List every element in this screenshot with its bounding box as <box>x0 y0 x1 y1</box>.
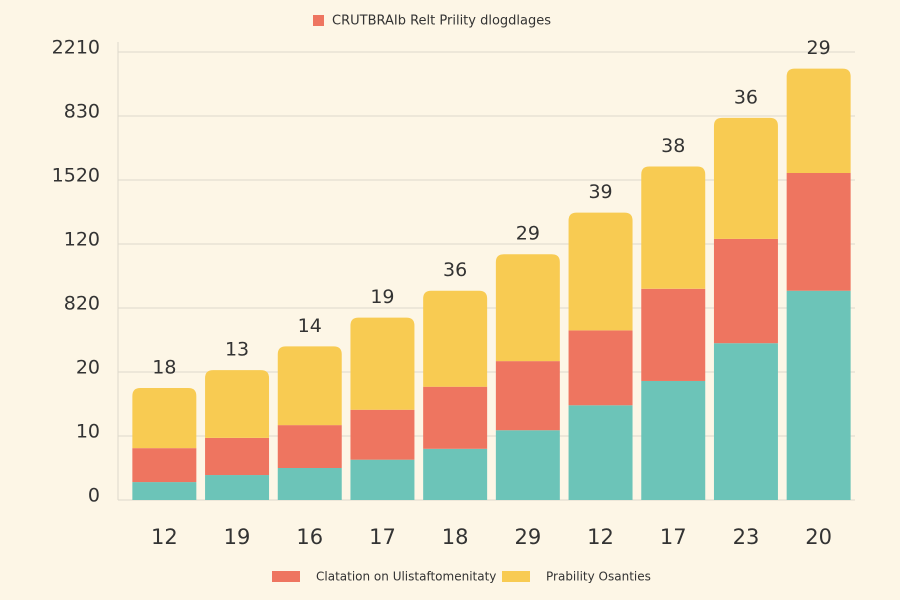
bar-segment <box>205 437 270 476</box>
bar-segment <box>277 468 342 500</box>
bar-segment <box>641 288 706 381</box>
bar-segment <box>495 430 560 500</box>
legend-swatch <box>272 571 300 582</box>
bar-segment <box>713 117 778 239</box>
bar-annotation: 36 <box>443 259 467 281</box>
bar-annotation: 38 <box>661 135 685 157</box>
bar-segment <box>277 346 342 426</box>
bar-segment <box>713 238 778 344</box>
y-tick-label: 820 <box>64 293 100 315</box>
bar-annotation: 18 <box>152 357 176 379</box>
x-tick-label: 23 <box>733 525 760 549</box>
x-tick-label: 12 <box>151 525 178 549</box>
bar-segment <box>713 343 778 500</box>
bar-segment <box>495 361 560 431</box>
x-tick-label: 29 <box>514 525 541 549</box>
bar-segment <box>205 475 270 500</box>
y-tick-label: 1520 <box>52 165 100 187</box>
bar-segment <box>423 290 488 387</box>
y-tick-label: 120 <box>64 229 100 251</box>
x-tick-label: 17 <box>660 525 687 549</box>
bar-segment <box>277 425 342 468</box>
bar-annotation: 29 <box>807 37 831 59</box>
bar-segment <box>423 448 488 500</box>
bar-annotation: 19 <box>370 286 394 308</box>
title-marker <box>313 15 324 26</box>
bar-segment <box>423 386 488 449</box>
x-tick-label: 20 <box>805 525 832 549</box>
y-tick-label: 0 <box>88 485 100 507</box>
bar-segment <box>786 290 851 500</box>
bar-segment <box>132 388 197 449</box>
bar-annotation: 36 <box>734 86 758 108</box>
y-tick-label: 10 <box>76 421 100 443</box>
y-tick-label: 20 <box>76 357 100 379</box>
x-tick-label: 12 <box>587 525 614 549</box>
bar-segment <box>205 370 270 438</box>
bar-segment <box>350 409 415 460</box>
bar-segment <box>350 317 415 410</box>
bar-annotation: 14 <box>298 315 322 337</box>
bar-segment <box>132 482 197 500</box>
x-tick-label: 18 <box>442 525 469 549</box>
bar-segment <box>568 212 633 331</box>
bar-segment <box>786 172 851 291</box>
chart-title: CRUTBRAIb Relt Prility dlogdlages <box>332 14 551 29</box>
bar-annotation: 39 <box>588 181 612 203</box>
bar-segment <box>495 254 560 362</box>
x-tick-label: 19 <box>224 525 251 549</box>
bar-segment <box>641 166 706 289</box>
bar-segment <box>132 448 197 483</box>
bar-annotation: 13 <box>225 339 249 361</box>
legend-label: Clatation on Ulistaftomenitaty <box>316 570 496 584</box>
bar-segment <box>568 330 633 406</box>
bar-segment <box>786 68 851 173</box>
bar-segment <box>350 459 415 500</box>
bar-segment <box>568 405 633 500</box>
legend-label: Prability Osanties <box>546 570 651 584</box>
y-tick-label: 830 <box>64 101 100 123</box>
bar-annotation: 29 <box>516 223 540 245</box>
legend-swatch <box>502 571 530 582</box>
y-tick-label: 2210 <box>52 37 100 59</box>
bar-segment <box>641 380 706 500</box>
x-tick-label: 17 <box>369 525 396 549</box>
x-tick-label: 16 <box>296 525 323 549</box>
